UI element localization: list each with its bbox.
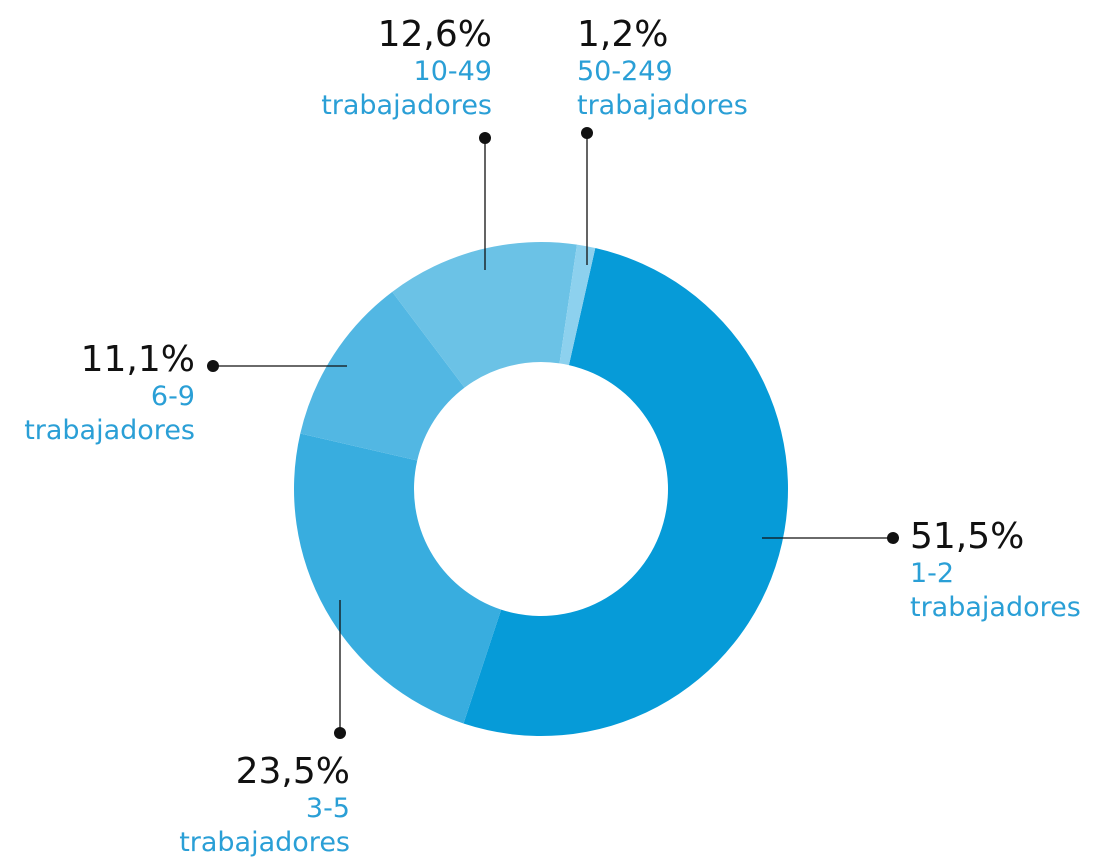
slice-label: 12,6% 10-49 trabajadores <box>321 15 492 123</box>
slice-label: 11,1% 6-9 trabajadores <box>24 340 195 448</box>
value-label: 23,5% <box>235 751 350 792</box>
leader-dot <box>581 127 593 139</box>
slice-label: 23,5% 3-5 trabajadores <box>179 752 350 860</box>
donut-segment <box>392 241 577 388</box>
donut-segment <box>294 433 502 724</box>
category-label: 6-9 trabajadores <box>24 381 195 446</box>
value-label: 51,5% <box>910 516 1025 557</box>
leader-dot <box>479 132 491 144</box>
category-label: 50-249 trabajadores <box>577 56 748 121</box>
value-label: 1,2% <box>577 14 669 55</box>
category-label: 3-5 trabajadores <box>179 793 350 858</box>
leader-dot <box>207 360 219 372</box>
leader-dot <box>334 727 346 739</box>
category-label: 10-49 trabajadores <box>321 56 492 121</box>
slice-label: 1,2% 50-249 trabajadores <box>577 15 748 123</box>
value-label: 12,6% <box>377 14 492 55</box>
donut-segment <box>463 248 789 736</box>
donut-segment <box>300 291 465 461</box>
donut-segment <box>559 244 596 366</box>
category-label: 1-2 trabajadores <box>910 558 1081 623</box>
slice-label: 51,5% 1-2 trabajadores <box>910 517 1081 625</box>
leader-dot <box>887 532 899 544</box>
value-label: 11,1% <box>80 339 195 380</box>
